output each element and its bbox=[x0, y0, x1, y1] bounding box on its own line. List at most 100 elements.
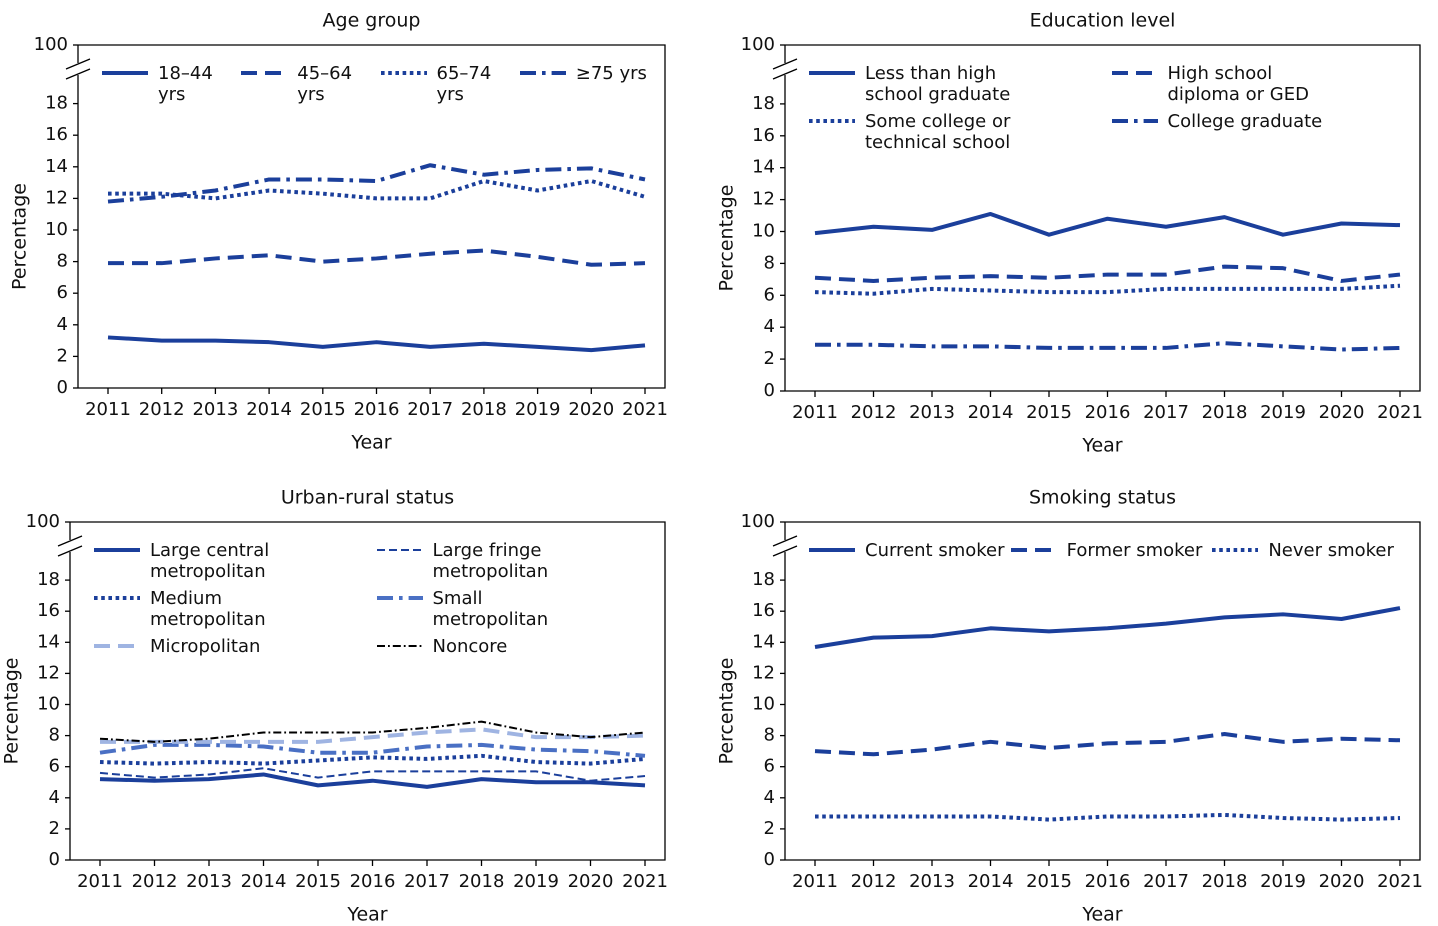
series-line bbox=[107, 163, 646, 204]
legend-label: Current smoker bbox=[865, 540, 1005, 561]
x-tick-label: 2019 bbox=[513, 871, 559, 892]
x-tick-label: 2021 bbox=[1377, 402, 1423, 423]
panel-title: Education level bbox=[1030, 10, 1176, 32]
axis-break bbox=[57, 535, 83, 547]
y-axis-label: Percentage bbox=[1, 658, 23, 765]
y-tick-label: 12 bbox=[752, 189, 775, 210]
x-tick-label: 2011 bbox=[77, 871, 123, 892]
legend-label: 18–44 yrs bbox=[158, 63, 213, 105]
legend-swatch bbox=[1111, 71, 1158, 75]
axis-break bbox=[772, 535, 798, 547]
y-tick-label: 0 bbox=[764, 380, 775, 401]
x-tick-label: 2013 bbox=[909, 402, 955, 423]
y-tick-label: 0 bbox=[57, 377, 68, 398]
x-tick-label: 2012 bbox=[132, 871, 178, 892]
plot-frame bbox=[78, 44, 666, 389]
legend-label: Former smoker bbox=[1066, 540, 1203, 561]
x-axis-label: Year bbox=[1081, 904, 1122, 926]
legend-box: Large central metropolitan Large fringe m… bbox=[92, 540, 657, 657]
series-line bbox=[99, 772, 646, 789]
x-tick-label: 2015 bbox=[300, 399, 346, 420]
axis-break bbox=[772, 545, 798, 557]
x-tick-label: 2011 bbox=[792, 871, 838, 892]
y-tick-label: 0 bbox=[764, 849, 775, 870]
y-tick-label: 6 bbox=[57, 282, 68, 303]
x-tick-label: 2014 bbox=[241, 871, 287, 892]
y-axis-label: Percentage bbox=[716, 185, 738, 292]
x-tick-label: 2014 bbox=[968, 402, 1014, 423]
legend-item: Noncore bbox=[375, 636, 658, 657]
x-tick-label: 2012 bbox=[139, 399, 185, 420]
y-tick-label: 18 bbox=[45, 93, 68, 114]
y-tick-label: 100 bbox=[741, 34, 775, 55]
y-tick-label: 12 bbox=[45, 187, 68, 208]
x-tick-label: 2021 bbox=[622, 871, 668, 892]
legend-label: ≥75 yrs bbox=[575, 63, 647, 84]
x-tick-label: 2015 bbox=[1026, 402, 1072, 423]
x-tick-label: 2013 bbox=[186, 871, 232, 892]
panel-title: Smoking status bbox=[1029, 487, 1176, 509]
y-tick-label: 100 bbox=[26, 511, 60, 532]
series-line bbox=[814, 606, 1401, 649]
plot-frame bbox=[785, 44, 1421, 392]
x-tick-label: 2018 bbox=[459, 871, 505, 892]
y-tick-label: 16 bbox=[37, 600, 60, 621]
legend-label: High school diploma or GED bbox=[1167, 63, 1309, 105]
x-tick-label: 2016 bbox=[1085, 402, 1131, 423]
legend-swatch bbox=[380, 71, 427, 75]
legend-swatch bbox=[94, 548, 140, 552]
x-axis-label: Year bbox=[350, 432, 391, 454]
series-line bbox=[100, 727, 646, 744]
y-tick-label: 10 bbox=[37, 694, 60, 715]
y-tick-label: 6 bbox=[764, 756, 775, 777]
legend-swatch bbox=[809, 548, 855, 552]
y-tick-label: 18 bbox=[37, 569, 60, 590]
series-line bbox=[99, 753, 646, 766]
legend-swatch bbox=[102, 71, 148, 75]
legend-item: College graduate bbox=[1110, 111, 1413, 153]
y-axis-label: Percentage bbox=[716, 658, 738, 765]
series-line bbox=[815, 812, 1401, 822]
legend-label: Large central metropolitan bbox=[150, 540, 270, 582]
legend-item: 18–44 yrs bbox=[100, 63, 239, 105]
y-tick-label: 14 bbox=[45, 156, 68, 177]
legend-label: College graduate bbox=[1167, 111, 1323, 132]
y-tick-label: 12 bbox=[37, 662, 60, 683]
legend-item: Some college or technical school bbox=[807, 111, 1110, 153]
x-axis-label: Year bbox=[346, 904, 387, 926]
legend-item: ≥75 yrs bbox=[518, 63, 657, 105]
x-tick-label: 2018 bbox=[461, 399, 507, 420]
legend: 18–44 yrs 45–64 yrs 65–74 yrs ≥75 yrs bbox=[100, 63, 657, 105]
legend-swatch bbox=[94, 596, 140, 600]
y-tick-label: 4 bbox=[49, 787, 60, 808]
y-tick-label: 2 bbox=[764, 818, 775, 839]
x-tick-label: 2017 bbox=[1143, 402, 1189, 423]
x-tick-label: 2020 bbox=[568, 871, 614, 892]
x-tick-label: 2012 bbox=[851, 871, 897, 892]
legend-item: Micropolitan bbox=[92, 636, 375, 657]
x-tick-label: 2021 bbox=[1377, 871, 1423, 892]
x-tick-label: 2016 bbox=[350, 871, 396, 892]
y-tick-label: 6 bbox=[49, 756, 60, 777]
legend-swatch bbox=[94, 644, 140, 648]
legend-swatch bbox=[809, 119, 855, 123]
y-tick-label: 10 bbox=[45, 219, 68, 240]
y-tick-label: 4 bbox=[764, 316, 775, 337]
y-tick-label: 8 bbox=[764, 252, 775, 273]
x-tick-label: 2019 bbox=[515, 399, 561, 420]
y-tick-label: 14 bbox=[752, 157, 775, 178]
x-tick-label: 2017 bbox=[1143, 871, 1189, 892]
x-tick-label: 2020 bbox=[568, 399, 614, 420]
series-line bbox=[107, 335, 646, 353]
legend-label: 45–64 yrs bbox=[297, 63, 353, 105]
y-tick-label: 18 bbox=[752, 93, 775, 114]
y-tick-label: 2 bbox=[57, 345, 68, 366]
series-line bbox=[815, 341, 1401, 352]
y-tick-label: 2 bbox=[764, 348, 775, 369]
y-tick-label: 10 bbox=[752, 221, 775, 242]
plot-frame bbox=[785, 521, 1421, 861]
axis-break bbox=[65, 68, 91, 80]
x-tick-label: 2014 bbox=[968, 871, 1014, 892]
y-tick-label: 8 bbox=[49, 725, 60, 746]
legend-label: Large fringe metropolitan bbox=[432, 540, 549, 582]
